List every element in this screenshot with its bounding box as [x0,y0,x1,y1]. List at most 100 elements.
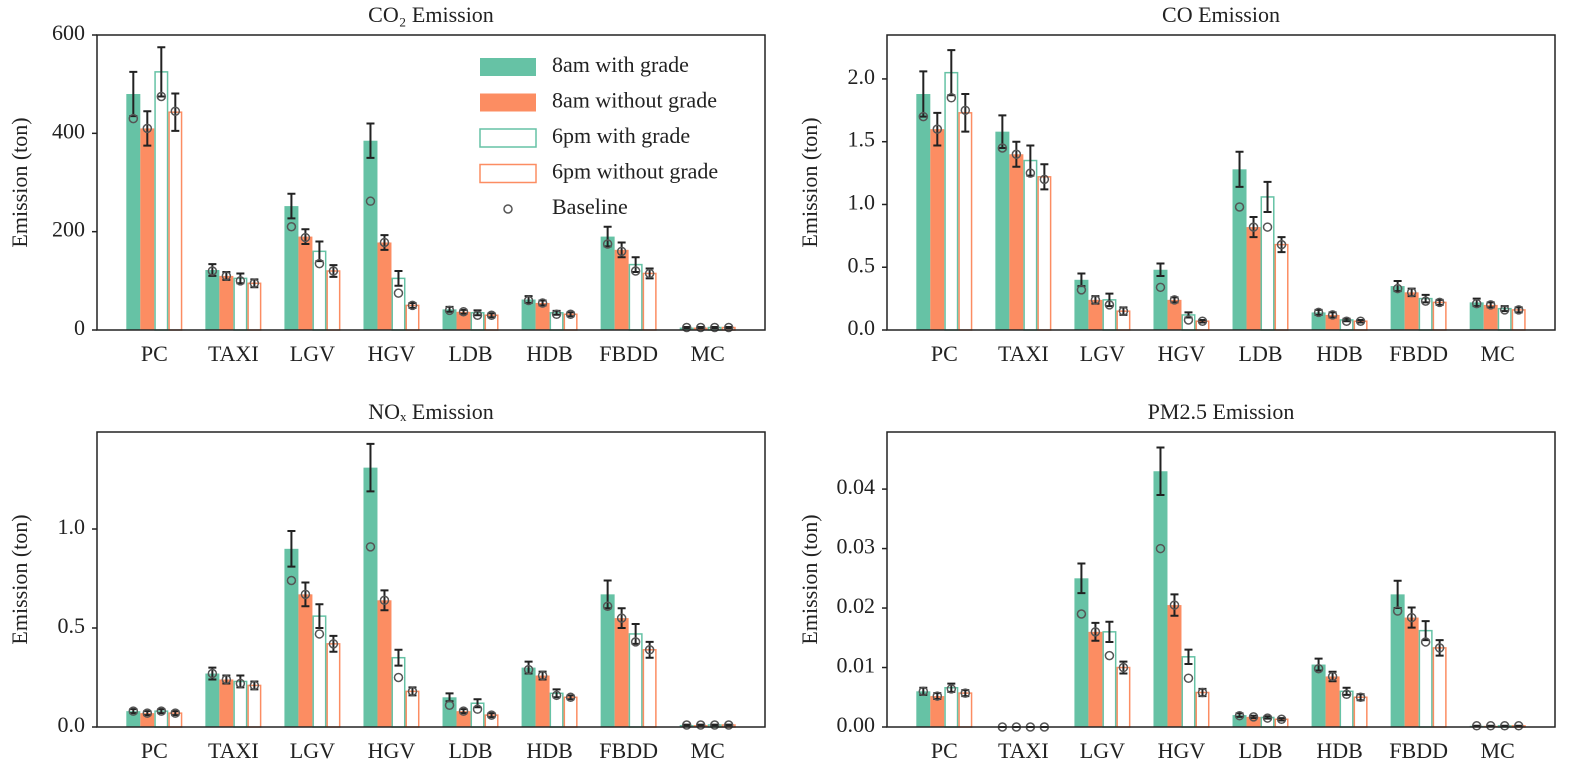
baseline-marker [1011,149,1022,160]
baseline-marker [630,266,641,276]
baseline-marker [128,113,139,124]
x-tick-label: TAXI [998,341,1049,366]
y-tick-label: 0.5 [848,252,876,277]
bar [614,618,629,727]
error-bar [1263,180,1272,213]
y-tick-label: 1.5 [848,127,876,152]
bar [1404,292,1419,330]
bar [168,111,183,331]
y-tick-label: 400 [52,118,85,143]
baseline-marker [551,690,562,701]
x-tick-label: LGV [290,738,335,763]
baseline-marker [918,686,929,697]
error-bar [682,326,691,330]
baseline-marker [1197,687,1208,698]
bar [442,309,457,330]
bar [1167,605,1182,727]
bar [1153,269,1168,330]
error-bar [1012,140,1021,168]
error-bar [1040,163,1049,191]
baseline-marker [1341,316,1352,326]
bar [326,643,341,728]
bar [614,249,629,330]
error-bar [696,326,705,330]
bar [1023,159,1038,331]
error-bar [394,270,403,287]
bar [1311,664,1326,727]
error-bar [933,111,942,147]
error-bar [1407,606,1416,629]
bar [549,692,564,728]
error-bar [1435,639,1444,657]
baseline-marker [946,684,957,694]
bar [1325,676,1340,727]
error-bar [682,723,691,727]
baseline-marker [723,720,734,730]
error-bar [710,326,719,330]
y-tick-label: 0.00 [837,712,876,737]
x-tick-label: PC [931,738,958,763]
bar [1246,716,1261,727]
legend-swatch [479,128,537,148]
bar [326,270,341,331]
baseline-marker [997,143,1008,153]
baseline-marker [695,720,706,730]
bar [600,594,615,727]
bar [521,667,536,727]
bar [1037,176,1052,331]
bar [247,282,262,331]
baseline-marker [616,613,627,623]
x-tick-label: PC [141,738,168,763]
error-bar [617,607,626,630]
x-tick-label: HDB [526,738,572,763]
baseline-marker [1076,285,1087,295]
error-bar [171,92,180,132]
bar [1153,471,1168,727]
baseline-marker [365,196,376,206]
chart-title: PM2.5 Emission [1148,399,1295,424]
bar [205,270,220,330]
bar [930,696,945,727]
bar [205,673,220,727]
bar [1009,154,1024,330]
chart-title: CO₂ Emission [368,2,494,27]
error-bar [1277,236,1286,254]
baseline-marker [1090,627,1101,637]
bar [535,302,550,330]
bar [284,206,299,330]
x-tick-label: TAXI [208,738,259,763]
bar [1483,304,1498,330]
y-tick-label: 0.01 [837,653,876,678]
bar [1339,690,1354,728]
bar [1469,302,1484,330]
error-bar [380,589,389,612]
legend-swatch [480,58,536,76]
baseline-marker [551,309,562,320]
y-tick-label: 0 [74,315,85,340]
y-tick-label: 200 [52,217,85,242]
bar [642,272,657,331]
baseline-marker [1392,283,1403,294]
error-bar [1156,446,1165,497]
bar [126,711,141,727]
bar [995,131,1010,330]
baseline-marker [472,704,483,714]
error-bar [143,110,152,147]
error-bar [287,192,296,220]
bar [298,236,313,330]
error-bar [487,712,496,719]
y-tick-label: 2.0 [848,64,876,89]
bar [1325,314,1340,330]
baseline-marker [365,542,376,552]
error-bar [487,312,496,319]
baseline-marker [156,706,167,716]
bar [628,633,643,728]
bar [1195,691,1210,728]
y-tick-label: 1.0 [58,514,86,539]
x-tick-label: HGV [1158,341,1206,366]
baseline-marker [695,322,706,333]
error-bar [1356,318,1365,324]
error-bar [459,708,468,715]
x-tick-label: MC [691,738,725,763]
baseline-marker [1248,222,1259,232]
